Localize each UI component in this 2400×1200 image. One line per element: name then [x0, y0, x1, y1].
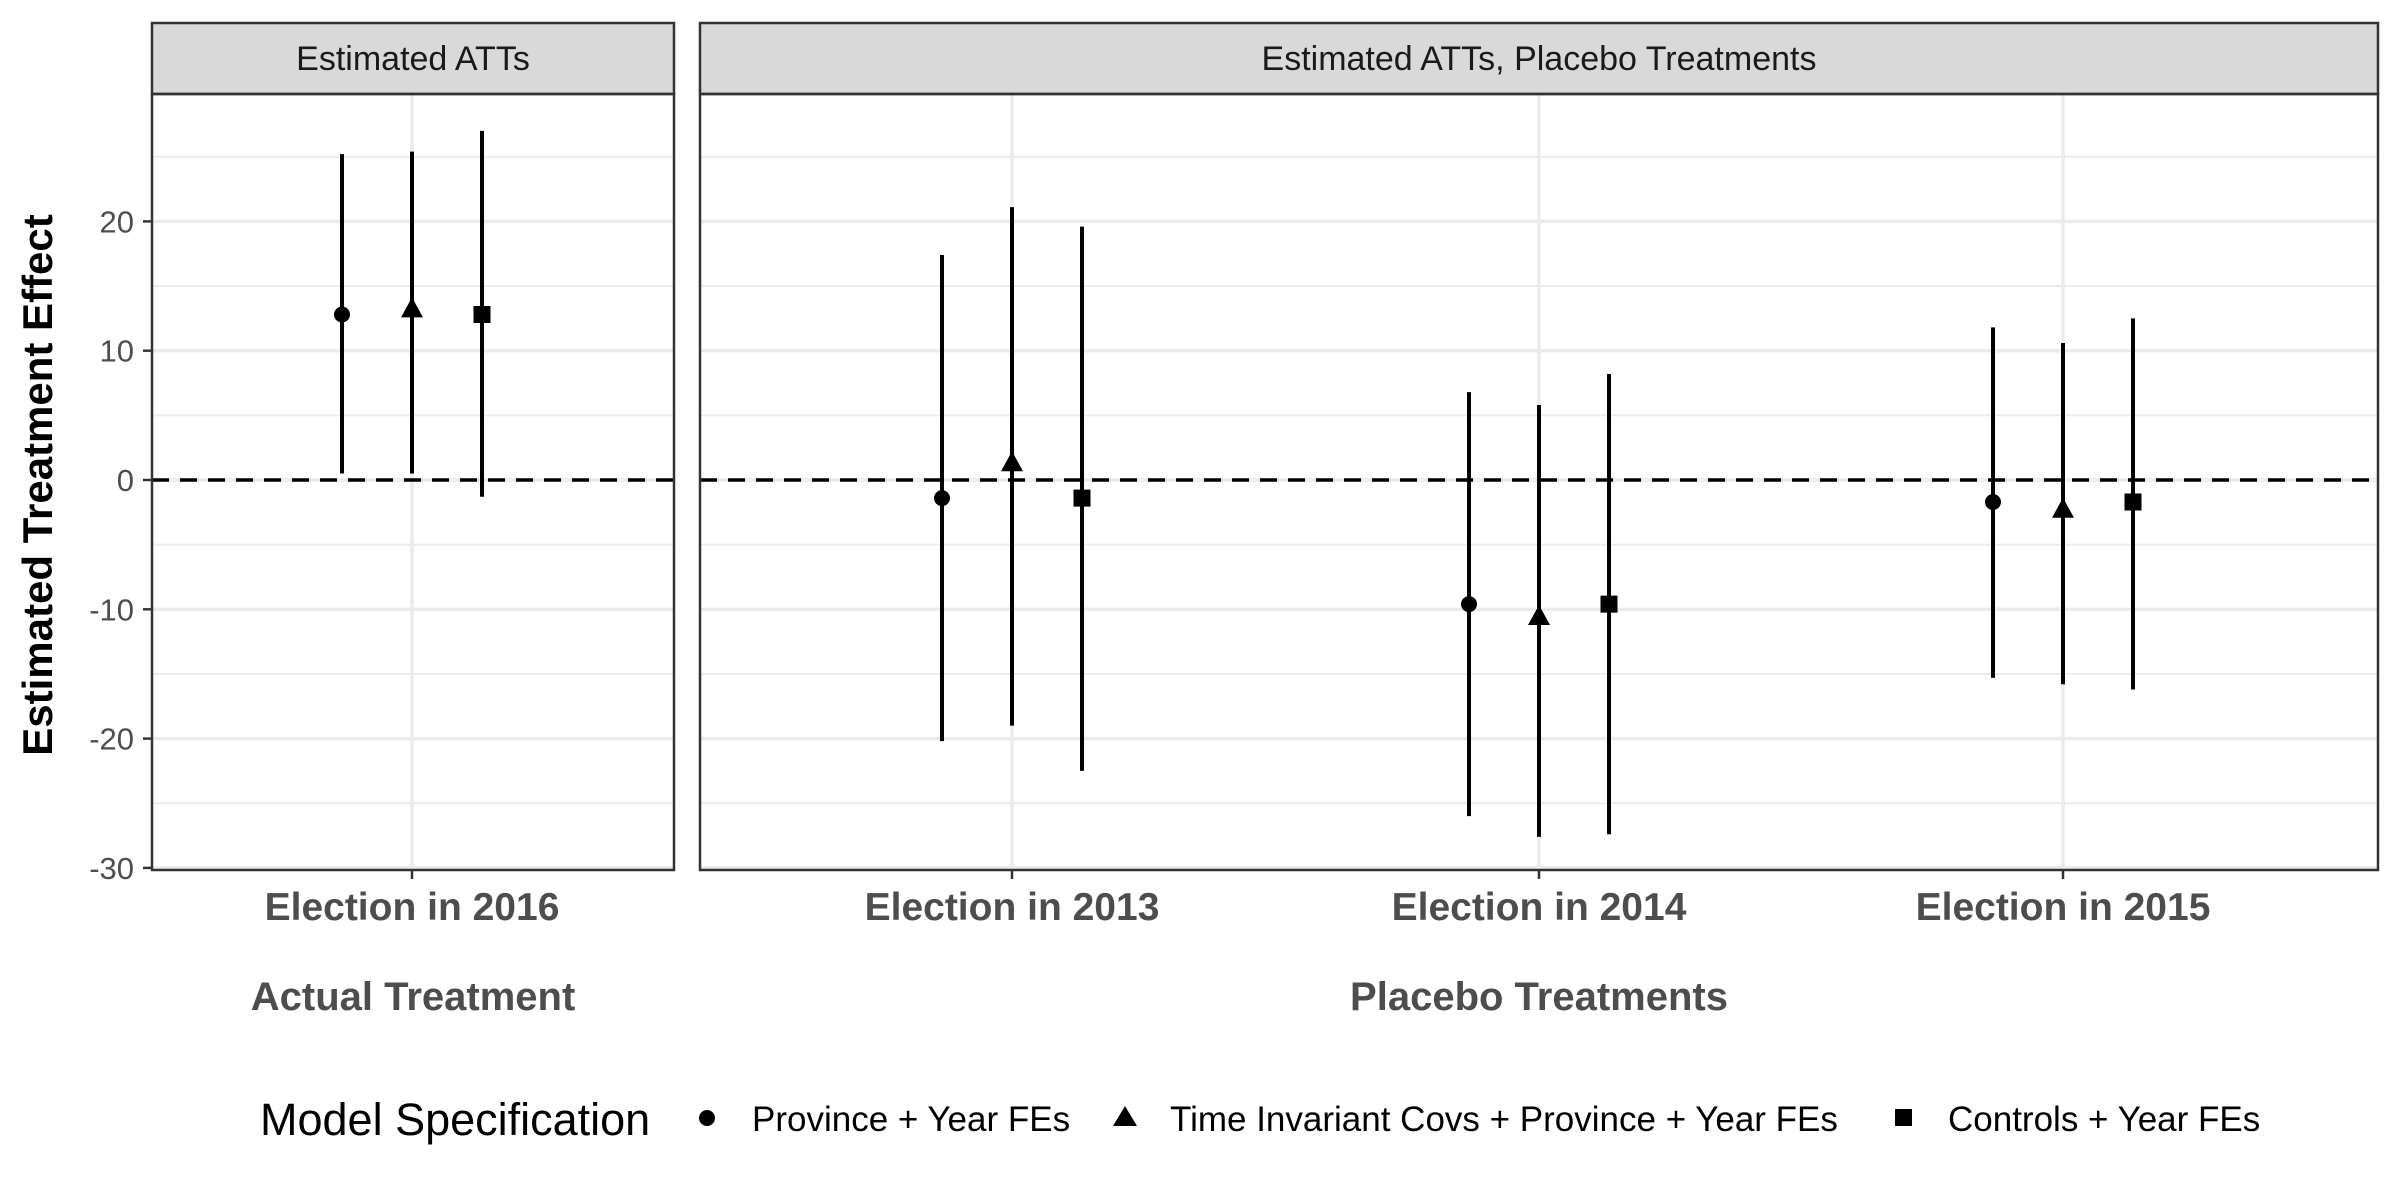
facet-strip: [150, 21, 676, 96]
point-triangle: [1001, 451, 1023, 472]
facet-strip-label: Estimated ATTs, Placebo Treatments: [1262, 40, 1817, 78]
facet-strip-label: Estimated ATTs: [296, 40, 530, 78]
legend-label-3: Controls + Year FEs: [1948, 1100, 2260, 1139]
point-square: [473, 305, 491, 323]
point-square: [1073, 489, 1091, 507]
y-tick-label: -10: [89, 592, 134, 627]
x-axis-label: Actual Treatment: [251, 975, 576, 1019]
point-circle: [1985, 493, 2001, 510]
y-tick-label: 10: [100, 334, 134, 369]
x-tick-label: Election in 2013: [865, 886, 1160, 929]
point-circle: [934, 490, 950, 507]
y-tick-label: 20: [100, 204, 134, 239]
legend-key-triangle: [1113, 1106, 1137, 1126]
x-axis-label: Placebo Treatments: [1350, 975, 1728, 1019]
point-triangle: [401, 297, 423, 318]
y-tick-label: 0: [117, 463, 134, 498]
x-tick-label: Election in 2015: [1916, 886, 2211, 929]
legend-key-circle: [699, 1110, 715, 1126]
point-circle: [334, 306, 350, 323]
point-triangle: [2052, 497, 2074, 518]
point-square: [1600, 595, 1618, 613]
point-triangle: [1528, 605, 1550, 626]
facet-strip: [698, 21, 2380, 96]
legend-label-1: Province + Year FEs: [752, 1100, 1070, 1139]
legend: Model Specification Province + Year FEs …: [260, 1094, 2260, 1145]
x-tick-label: Election in 2014: [1392, 886, 1687, 929]
y-tick-label: -20: [89, 722, 134, 757]
x-tick-label: Election in 2016: [265, 886, 560, 929]
point-square: [2124, 493, 2142, 511]
y-axis-label: Estimated Treatment Effect: [14, 214, 61, 756]
legend-key-square: [1895, 1109, 1912, 1126]
point-circle: [1461, 596, 1477, 613]
legend-label-2: Time Invariant Covs + Province + Year FE…: [1170, 1100, 1838, 1139]
legend-title: Model Specification: [260, 1094, 650, 1145]
y-tick-label: -30: [89, 851, 134, 886]
